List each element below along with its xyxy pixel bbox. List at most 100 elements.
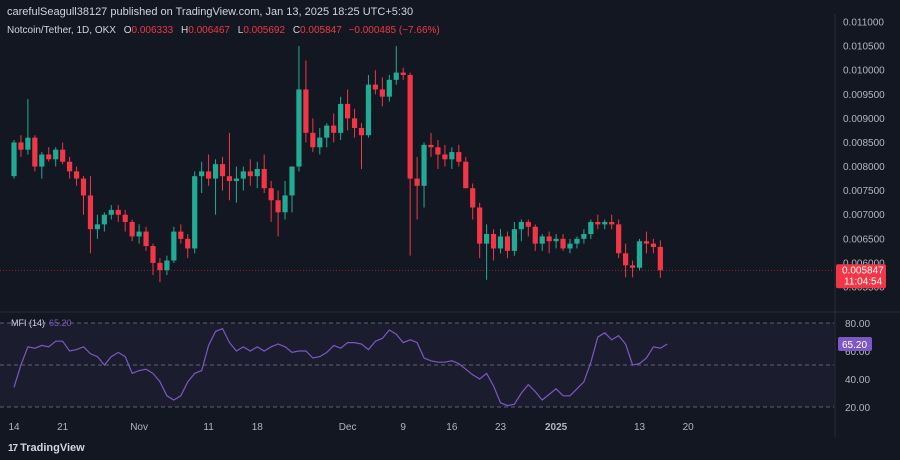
candle-body [226, 176, 233, 181]
candle-body [150, 246, 156, 263]
candle-body [546, 236, 552, 242]
candle-body [636, 241, 643, 268]
candle-body [324, 125, 330, 138]
candle-body [115, 209, 121, 215]
candle-body [25, 137, 31, 150]
candle-body [414, 178, 420, 186]
mfi-value-badge [838, 337, 872, 351]
candle-body [428, 144, 434, 148]
price-tick-label: 0.008500 [843, 138, 885, 149]
candle-body [553, 238, 559, 242]
candle-body [18, 142, 24, 150]
candle-body [372, 84, 378, 90]
mfi-label: MFI (14) [11, 318, 46, 328]
candles-layer [11, 46, 663, 283]
candle-body [39, 154, 45, 167]
candle-body [650, 243, 656, 248]
mfi-series-line [13, 327, 668, 407]
grid-layer [0, 14, 900, 437]
candle-body [588, 221, 594, 234]
candle-body [449, 152, 455, 160]
price-chart[interactable]: 0.011000 0.010500 0.010000 0.009500 0.009000… [0, 0, 900, 437]
time-tick-label: 9 [400, 422, 406, 433]
symbol-legend[interactable]: Notcoin/Tether, 1D, OKX O0.006333 H0.006… [7, 25, 440, 36]
candle-body [365, 84, 372, 136]
candle-body [108, 209, 114, 215]
time-tick-label: 2025 [545, 422, 568, 433]
mfi-tick-label: 20.00 [845, 403, 870, 414]
last-price-value: 0.005847 [842, 265, 884, 276]
time-tick-label: 11 [203, 422, 214, 433]
time-tick-label: 18 [252, 422, 264, 433]
time-axis[interactable]: 14 21 Nov 11 18 Dec 9 16 23 2025 13 20 [8, 422, 694, 433]
candle-body [143, 231, 149, 247]
candle-body [351, 118, 358, 128]
candle-body [80, 178, 87, 196]
time-tick-label: 13 [634, 422, 646, 433]
time-tick-label: 16 [446, 422, 458, 433]
candle-body [338, 103, 344, 133]
high-value: 0.006467 [188, 25, 230, 36]
mfi-axis[interactable]: 80.00 60.00 40.00 20.00 [845, 319, 870, 414]
candle-body [94, 224, 100, 230]
candle-body [518, 221, 524, 230]
candle-body [643, 241, 650, 244]
candle-body [456, 152, 462, 162]
candle-body [497, 236, 504, 249]
tradingview-brand: TradingView [20, 442, 85, 454]
candle-body [581, 234, 587, 239]
candle-body [477, 207, 483, 244]
candle-body [219, 164, 226, 177]
candle-body [178, 231, 184, 239]
candle-body [504, 236, 511, 251]
candle-body [157, 262, 163, 271]
price-tick-label: 0.010500 [843, 42, 885, 53]
candle-body [136, 231, 142, 237]
mfi-tick-label: 60.00 [845, 347, 870, 358]
mfi-tick-label: 80.00 [845, 319, 870, 330]
candle-body [46, 154, 52, 160]
candle-body [122, 214, 128, 222]
candle-body [616, 224, 622, 254]
price-tick-label: 0.006500 [843, 234, 885, 245]
candle-body [171, 231, 177, 261]
mfi-legend[interactable]: MFI (14) 65.20 [11, 318, 72, 328]
candle-body [303, 89, 309, 133]
last-price-badge [836, 264, 886, 289]
candle-body [463, 161, 469, 189]
price-tick-label: 0.007000 [843, 210, 885, 221]
price-tick-label: 0.011000 [843, 18, 884, 29]
candle-body [101, 214, 107, 225]
candle-body [247, 171, 253, 177]
open-value: 0.006333 [131, 25, 174, 36]
candle-body [268, 188, 274, 201]
candle-body [623, 253, 629, 266]
price-tick-label: 0.006000 [843, 258, 885, 269]
candle-body [407, 75, 413, 179]
publish-info: carefulSeagull38127 published on Trading… [7, 6, 414, 18]
tradingview-logo[interactable]: 17 TradingView [8, 442, 85, 454]
candle-body [317, 137, 323, 148]
open-label: O [123, 25, 132, 36]
candle-body [609, 221, 615, 225]
candle-body [289, 166, 295, 196]
candle-body [206, 171, 212, 179]
footer: 17 TradingView [0, 437, 900, 460]
candle-body [532, 226, 538, 244]
candle-body [192, 176, 198, 249]
candle-body [567, 243, 573, 249]
candle-body [574, 238, 580, 244]
candle-body [53, 149, 59, 160]
price-tick-label: 0.009000 [843, 114, 885, 125]
candle-body [484, 234, 490, 244]
candle-body [164, 260, 170, 271]
candle-body [331, 125, 337, 133]
candle-body [240, 171, 246, 179]
candle-body [435, 147, 441, 155]
candle-body [602, 221, 608, 225]
price-axis[interactable]: 0.011000 0.010500 0.010000 0.009500 0.009000… [843, 18, 885, 294]
change-value: −0.000485 (−7.66%) [348, 25, 440, 36]
price-tick-label: 0.009500 [843, 90, 885, 101]
high-label: H [181, 25, 189, 36]
candle-body [310, 132, 316, 148]
